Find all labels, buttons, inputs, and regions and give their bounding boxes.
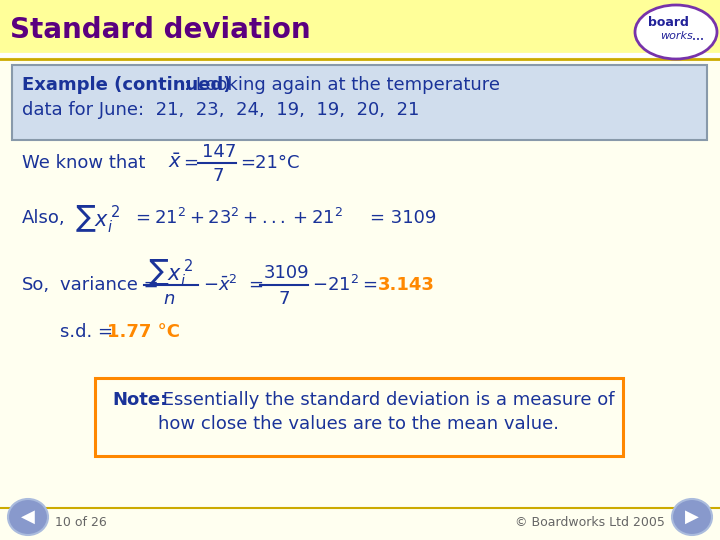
Text: $\sum x_i^{\,2}$: $\sum x_i^{\,2}$ <box>148 256 194 287</box>
Text: s.d. =: s.d. = <box>60 323 113 341</box>
Text: 147: 147 <box>202 143 236 161</box>
Text: Note:: Note: <box>112 391 167 409</box>
Text: Essentially the standard deviation is a measure of: Essentially the standard deviation is a … <box>157 391 614 409</box>
Ellipse shape <box>672 499 712 535</box>
Text: Example (continued): Example (continued) <box>22 76 232 94</box>
Text: $\sum x_i^{\,2}$: $\sum x_i^{\,2}$ <box>75 202 120 233</box>
Text: 7: 7 <box>212 167 223 185</box>
Text: $\bar{x}$: $\bar{x}$ <box>168 153 182 172</box>
Text: variance =: variance = <box>60 276 158 294</box>
FancyBboxPatch shape <box>0 0 720 55</box>
FancyBboxPatch shape <box>95 378 623 456</box>
Text: $=21^2+23^2+...+21^2$: $=21^2+23^2+...+21^2$ <box>132 208 343 228</box>
Text: ▶: ▶ <box>685 508 699 526</box>
Text: =: = <box>183 154 198 172</box>
Text: board: board <box>647 16 688 29</box>
Text: how close the values are to the mean value.: how close the values are to the mean val… <box>158 415 559 433</box>
Ellipse shape <box>635 5 717 59</box>
Text: $-21^2$: $-21^2$ <box>312 275 359 295</box>
Text: data for June:  21,  23,  24,  19,  19,  20,  21: data for June: 21, 23, 24, 19, 19, 20, 2… <box>22 101 419 119</box>
FancyBboxPatch shape <box>12 65 707 140</box>
Text: 10 of 26: 10 of 26 <box>55 516 107 529</box>
Text: = 3109: = 3109 <box>370 209 436 227</box>
Text: © Boardworks Ltd 2005: © Boardworks Ltd 2005 <box>515 516 665 529</box>
Text: We know that: We know that <box>22 154 145 172</box>
Text: $n$: $n$ <box>163 290 175 308</box>
Text: 3109: 3109 <box>264 264 310 282</box>
Text: Standard deviation: Standard deviation <box>10 16 310 44</box>
Text: Also,: Also, <box>22 209 66 227</box>
Text: 3.143: 3.143 <box>378 276 435 294</box>
Text: =: = <box>248 276 263 294</box>
Text: ◀: ◀ <box>21 508 35 526</box>
Text: 1.77 °C: 1.77 °C <box>107 323 180 341</box>
Ellipse shape <box>8 499 48 535</box>
Text: =21°C: =21°C <box>240 154 300 172</box>
Text: =: = <box>362 276 377 294</box>
Text: works: works <box>660 31 693 41</box>
Text: : Looking again at the temperature: : Looking again at the temperature <box>184 76 500 94</box>
Text: $-\bar{x}^2$: $-\bar{x}^2$ <box>203 275 238 295</box>
Text: So,: So, <box>22 276 50 294</box>
Text: 7: 7 <box>278 290 289 308</box>
Text: •••: ••• <box>692 37 704 43</box>
